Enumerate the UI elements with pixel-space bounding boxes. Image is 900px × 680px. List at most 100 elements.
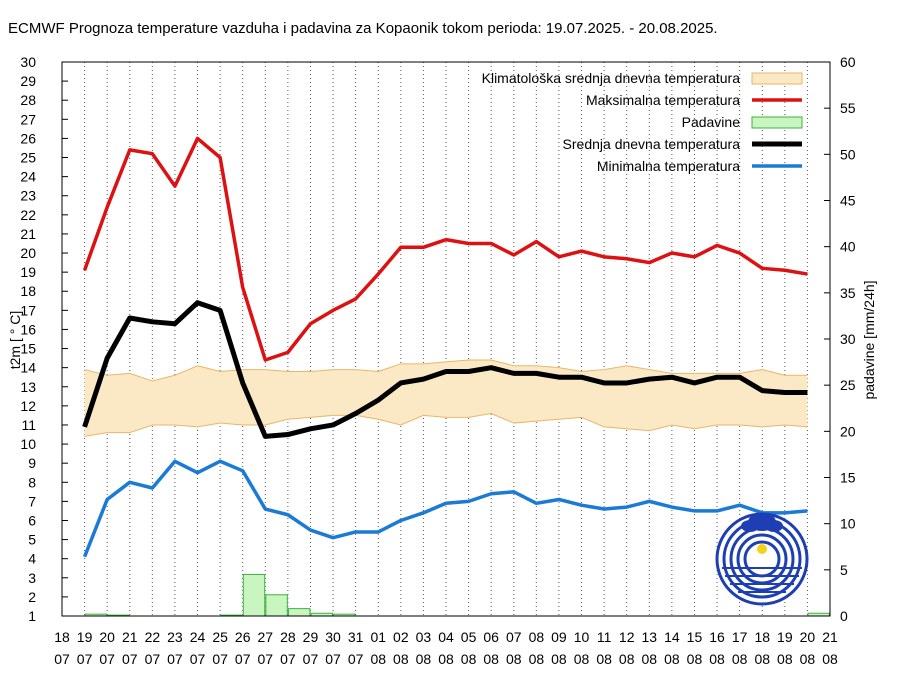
precip-bar [242, 573, 266, 617]
legend-label: Maksimalna temperatura [586, 92, 740, 108]
x-tick-month: 07 [303, 651, 319, 667]
x-tick-day: 15 [687, 629, 703, 645]
x-tick-day: 06 [483, 629, 499, 645]
y-tick-label: 19 [20, 264, 36, 280]
x-tick-month: 08 [619, 651, 635, 667]
y2-tick-label: 50 [840, 146, 856, 162]
x-tick-day: 20 [800, 629, 816, 645]
y2-tick-label: 45 [840, 193, 856, 209]
x-tick-month: 08 [506, 651, 522, 667]
y-tick-label: 30 [20, 54, 36, 70]
legend: Klimatološka srednja dnevna temperatura M… [482, 70, 803, 174]
x-tick-month: 08 [370, 651, 386, 667]
x-tick-month: 08 [664, 651, 680, 667]
x-tick-month: 08 [393, 651, 409, 667]
x-tick-day: 31 [348, 629, 364, 645]
x-ticks: 18 07 19 07 20 07 21 07 22 07 23 07 24 07 25 07 26 07 27 07… [54, 629, 838, 667]
x-tick-month: 07 [325, 651, 341, 667]
clim-band [84, 360, 808, 437]
x-tick-day: 19 [777, 629, 793, 645]
x-tick-day: 25 [212, 629, 228, 645]
y2-tick-label: 60 [840, 54, 856, 70]
precip-bar [265, 594, 288, 617]
x-tick-month: 07 [190, 651, 206, 667]
x-tick-month: 08 [438, 651, 454, 667]
grid-lines [84, 62, 808, 616]
y-tick-label: 29 [20, 73, 36, 89]
x-tick-day: 11 [597, 629, 612, 645]
y2-tick-label: 15 [840, 470, 856, 486]
x-tick-day: 13 [642, 629, 658, 645]
x-tick-day: 27 [258, 629, 274, 645]
x-tick-day: 21 [822, 629, 838, 645]
series-line [82, 300, 808, 439]
y-tick-label: 18 [20, 283, 36, 299]
y-tick-label: 10 [20, 436, 36, 452]
y2-tick-label: 35 [840, 285, 856, 301]
y-tick-label: 2 [28, 589, 36, 605]
x-tick-month: 07 [212, 651, 228, 667]
x-tick-month: 07 [348, 651, 364, 667]
chart-title: ECMWF Prognoza temperature vazduha i pad… [8, 20, 718, 37]
y-tick-label: 9 [28, 455, 36, 471]
y2-tick-label: 10 [840, 516, 856, 532]
y-tick-label: 4 [28, 551, 36, 567]
y-tick-label: 24 [20, 169, 36, 185]
x-tick-month: 08 [687, 651, 703, 667]
x-tick-month: 08 [732, 651, 748, 667]
x-tick-day: 23 [167, 629, 183, 645]
y-tick-label: 13 [20, 379, 36, 395]
x-tick-month: 07 [122, 651, 138, 667]
y-tick-label: 1 [28, 608, 36, 624]
x-tick-day: 10 [574, 629, 590, 645]
x-tick-month: 07 [77, 651, 93, 667]
x-tick-day: 03 [416, 629, 432, 645]
series-line [82, 459, 808, 558]
x-tick-month: 08 [461, 651, 477, 667]
y2-tick-label: 55 [840, 100, 856, 116]
x-tick-day: 26 [235, 629, 251, 645]
x-tick-day: 29 [303, 629, 319, 645]
x-tick-month: 08 [822, 651, 838, 667]
x-tick-month: 08 [416, 651, 432, 667]
y-tick-label: 17 [20, 302, 36, 318]
y-tick-label: 8 [28, 474, 36, 490]
x-tick-day: 21 [122, 629, 138, 645]
x-tick-month: 07 [235, 651, 251, 667]
y-tick-label: 12 [20, 398, 36, 414]
legend-label: Minimalna temperatura [597, 158, 740, 174]
x-tick-day: 18 [54, 629, 70, 645]
x-tick-day: 20 [99, 629, 115, 645]
y-ticks: 1234567891011121314151617181920212223242… [20, 54, 68, 624]
x-tick-day: 19 [77, 629, 93, 645]
legend-label: Klimatološka srednja dnevna temperatura [482, 70, 741, 86]
y-tick-label: 6 [28, 512, 36, 528]
y-axis-label: t2m [ ° C] [7, 311, 23, 370]
x-tick-month: 08 [777, 651, 793, 667]
x-tick-day: 07 [506, 629, 522, 645]
legend-swatch [751, 116, 803, 129]
y-tick-label: 20 [20, 245, 36, 261]
x-tick-day: 17 [732, 629, 748, 645]
x-tick-month: 07 [280, 651, 296, 667]
y2-tick-label: 5 [840, 562, 848, 578]
y2-tick-label: 40 [840, 239, 856, 255]
y-tick-label: 16 [20, 321, 36, 337]
x-tick-month: 08 [551, 651, 567, 667]
clim-band-lower-edge [84, 412, 808, 437]
legend-swatch [751, 72, 803, 85]
x-tick-month: 08 [529, 651, 545, 667]
x-tick-day: 18 [754, 629, 770, 645]
x-tick-day: 14 [664, 629, 680, 645]
x-tick-month: 08 [596, 651, 612, 667]
x-tick-day: 16 [709, 629, 725, 645]
legend-label: Srednja dnevna temperatura [563, 136, 741, 152]
y2-tick-label: 20 [840, 423, 856, 439]
x-tick-day: 09 [551, 629, 567, 645]
x-tick-month: 08 [574, 651, 590, 667]
precip-bars [84, 573, 830, 617]
y-tick-label: 15 [20, 341, 36, 357]
x-tick-day: 05 [461, 629, 477, 645]
x-tick-month: 07 [99, 651, 115, 667]
